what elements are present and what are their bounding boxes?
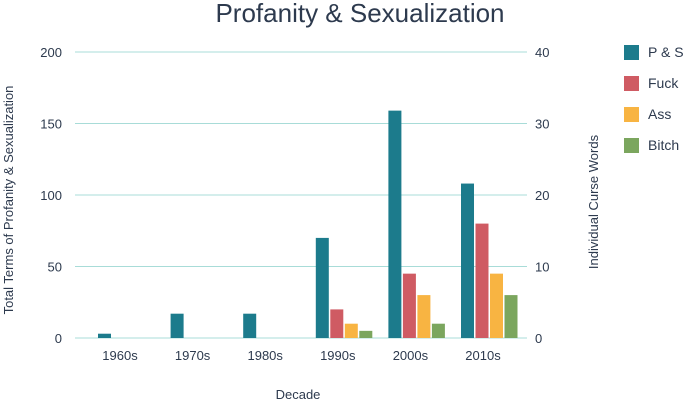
x-tick-label: 1970s (175, 348, 211, 363)
y-axis-label-right: Individual Curse Words (586, 134, 601, 269)
x-tick-label: 2000s (393, 348, 429, 363)
y-axis-label-left: Total Terms of Profanity & Sexualization (1, 86, 16, 315)
bar-p-s (98, 333, 111, 338)
bar-p-s (243, 313, 257, 338)
legend-label: Ass (648, 106, 671, 122)
bar-bitch (504, 295, 518, 338)
left-tick-label: 100 (40, 188, 62, 203)
x-tick-label: 1960s (102, 348, 138, 363)
bar-bitch (431, 323, 445, 338)
bar-p-s (461, 183, 474, 338)
bar-fuck (475, 223, 489, 338)
bar-fuck (330, 309, 344, 338)
legend-swatch (624, 138, 639, 153)
left-tick-label: 0 (55, 331, 62, 346)
bar-ass (490, 273, 503, 338)
legend-label: Bitch (648, 137, 679, 153)
legend-label: P & S (648, 44, 684, 60)
legend: P & S Fuck Ass Bitch (624, 44, 684, 153)
chart-title: Profanity & Sexualization (215, 0, 504, 28)
legend-swatch (624, 76, 639, 91)
x-tick-label: 1990s (320, 348, 356, 363)
left-tick-label: 50 (48, 260, 62, 275)
x-tick-label: 2010s (465, 348, 501, 363)
left-tick-label: 150 (40, 117, 62, 132)
right-tick-label: 20 (535, 188, 549, 203)
grid-lines (75, 51, 527, 339)
bar-p-s (388, 110, 402, 338)
legend-swatch (624, 107, 639, 122)
bar-ass (417, 295, 431, 338)
right-tick-label: 30 (535, 117, 549, 132)
left-tick-label: 200 (40, 45, 62, 60)
right-tick-label: 0 (535, 331, 542, 346)
legend-swatch (624, 45, 639, 60)
bar-p-s (170, 313, 184, 338)
bar-bitch (359, 330, 373, 338)
right-tick-label: 10 (535, 260, 549, 275)
right-tick-label: 40 (535, 45, 549, 60)
bar-p-s (315, 237, 329, 338)
x-axis-ticks: 1960s 1970s 1980s 1990s 2000s 2010s (102, 348, 501, 363)
bars (98, 110, 518, 338)
bar-ass (344, 323, 358, 338)
x-tick-label: 1980s (247, 348, 283, 363)
left-axis-ticks: 0 50 100 150 200 (40, 45, 62, 346)
bar-fuck (402, 273, 416, 338)
right-axis-ticks: 0 10 20 30 40 (535, 45, 549, 346)
x-axis-label: Decade (276, 387, 321, 401)
legend-label: Fuck (648, 75, 679, 91)
